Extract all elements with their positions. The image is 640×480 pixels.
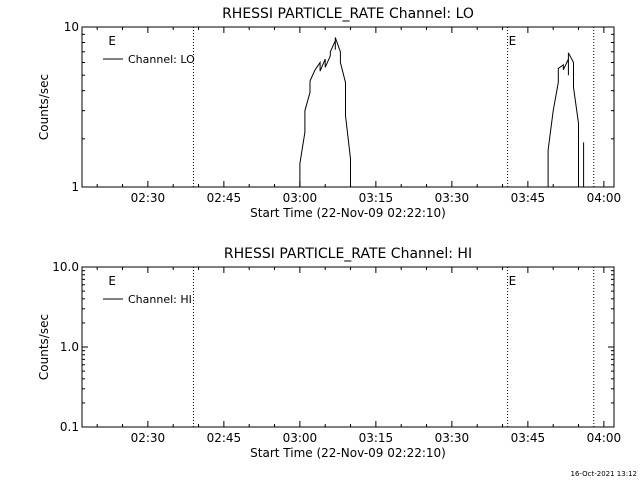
y-tick-label: 0.1 (60, 420, 79, 434)
event-flag: E (108, 274, 116, 288)
x-tick-label: 03:45 (511, 431, 546, 445)
legend-label: Channel: HI (128, 293, 192, 306)
chart-title: RHESSI PARTICLE_RATE Channel: LO (222, 6, 474, 22)
event-flag: E (509, 274, 517, 288)
x-tick-label: 03:15 (359, 431, 394, 445)
event-flag: E (108, 34, 116, 48)
x-tick-label: 02:45 (207, 191, 242, 205)
x-tick-label: 02:30 (131, 191, 166, 205)
hi-channel-panel: RHESSI PARTICLE_RATE Channel: HI 02:30 02:… (37, 246, 621, 460)
lo-channel-panel: RHESSI PARTICLE_RATE Channel: LO 02:30 02:… (37, 6, 621, 220)
x-tick-label: 02:45 (207, 431, 242, 445)
plot-frame (81, 266, 615, 428)
y-tick-label: 1 (71, 180, 79, 194)
y-tick-label: 10 (64, 20, 79, 34)
event-flag: E (509, 34, 517, 48)
plot-frame (81, 26, 615, 188)
x-tick-label: 04:00 (587, 191, 622, 205)
y-axis-label: Counts/sec (37, 74, 51, 140)
x-tick-label: 03:30 (435, 191, 470, 205)
x-tick-label: 03:00 (283, 431, 318, 445)
legend-label: Channel: LO (128, 53, 195, 66)
x-tick-label: 03:30 (435, 431, 470, 445)
x-tick-label: 03:00 (283, 191, 318, 205)
x-tick-label: 03:15 (359, 191, 394, 205)
x-tick-label: 03:45 (511, 191, 546, 205)
x-axis-label: Start Time (22-Nov-09 02:22:10) (250, 206, 446, 220)
series-line (547, 52, 579, 187)
generation-timestamp: 16-Oct-2021 13:12 (571, 470, 637, 478)
series-line (299, 37, 351, 187)
y-tick-label: 10.0 (52, 260, 79, 274)
y-axis-label: Counts/sec (37, 314, 51, 380)
y-tick-label: 1.0 (60, 340, 79, 354)
x-tick-label: 04:00 (587, 431, 622, 445)
x-axis-label: Start Time (22-Nov-09 02:22:10) (250, 446, 446, 460)
chart-title: RHESSI PARTICLE_RATE Channel: HI (224, 246, 472, 262)
x-tick-label: 02:30 (131, 431, 166, 445)
